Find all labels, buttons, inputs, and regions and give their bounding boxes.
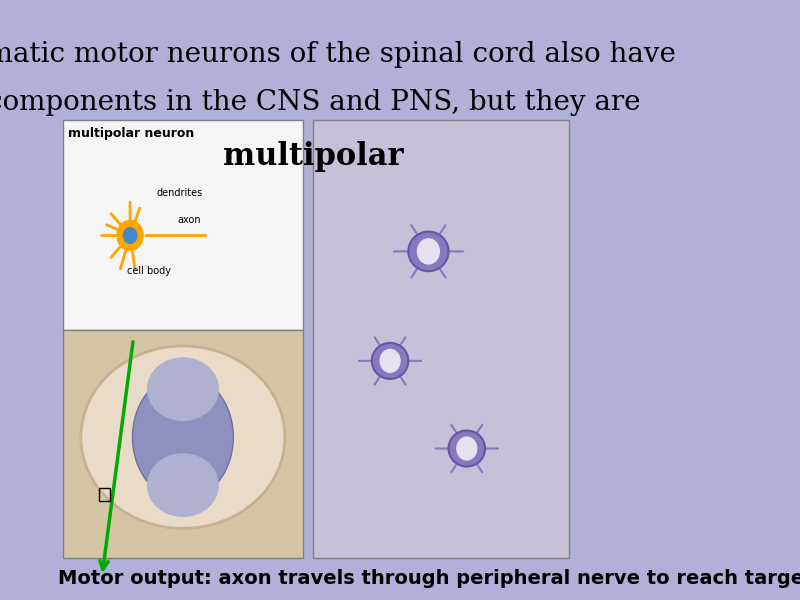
Text: multipolar neuron: multipolar neuron: [68, 127, 194, 140]
Text: components in the CNS and PNS, but they are: components in the CNS and PNS, but they …: [0, 88, 640, 115]
Ellipse shape: [147, 453, 219, 517]
Ellipse shape: [408, 232, 449, 271]
Ellipse shape: [449, 430, 485, 467]
Bar: [63, 330, 303, 558]
Circle shape: [117, 220, 143, 251]
Bar: [314, 120, 569, 558]
Ellipse shape: [372, 343, 408, 379]
Bar: [63, 120, 303, 330]
Text: cell body: cell body: [127, 266, 171, 277]
Text: axon: axon: [177, 215, 201, 226]
Circle shape: [457, 437, 477, 460]
Circle shape: [418, 239, 439, 264]
Ellipse shape: [81, 346, 285, 529]
Text: dendrites: dendrites: [156, 188, 202, 199]
Text: Somatic motor neurons of the spinal cord also have: Somatic motor neurons of the spinal cord…: [0, 40, 676, 67]
Text: Motor output: axon travels through peripheral nerve to reach target muscle: Motor output: axon travels through perip…: [58, 569, 800, 588]
Bar: [99, 488, 110, 501]
Text: multipolar: multipolar: [223, 140, 404, 172]
Ellipse shape: [147, 357, 219, 421]
Ellipse shape: [133, 374, 234, 500]
Circle shape: [380, 349, 400, 372]
Circle shape: [123, 227, 137, 244]
